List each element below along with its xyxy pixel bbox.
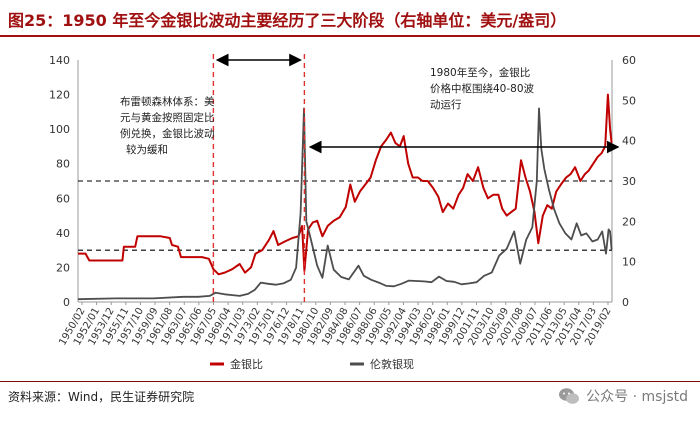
annotation-phase-1-line: 例兑换，金银比波动	[120, 127, 215, 140]
legend-label: 伦敦银现	[370, 357, 414, 371]
y-left-tick-label: 100	[49, 123, 70, 136]
y-left-tick-label: 120	[49, 89, 70, 102]
y-left-tick-label: 0	[63, 296, 70, 309]
series-line-silver-price	[77, 107, 613, 301]
gold-silver-ratio-chart: 02040608010012014001020304050601950/0219…	[49, 53, 636, 371]
annotation-phase-1-line: 布雷顿森林体系：美	[120, 95, 215, 108]
annotation-phase-3-line: 动运行	[430, 98, 462, 111]
y-right-tick-label: 30	[622, 175, 636, 188]
y-right-tick-label: 50	[622, 94, 636, 107]
watermark: 公众号 · msjstd	[558, 386, 688, 406]
y-left-tick-label: 20	[56, 261, 70, 274]
series-line-gold-silver-ratio	[78, 93, 613, 276]
legend-label: 金银比	[230, 357, 263, 371]
annotation-phase-1-line: 元与黄金按照固定比	[120, 111, 215, 124]
title-bar: 图25：1950 年至今金银比波动主要经历了三大阶段（右轴单位：美元/盎司）	[0, 0, 700, 37]
watermark-text: 公众号 · msjstd	[586, 389, 688, 405]
y-right-tick-label: 20	[622, 215, 636, 228]
wechat-icon	[559, 388, 580, 404]
y-left-tick-label: 60	[56, 192, 70, 205]
y-right-tick-label: 10	[622, 256, 636, 269]
annotation-phase-1-line: 较为缓和	[126, 143, 168, 156]
y-right-tick-label: 60	[622, 54, 636, 67]
y-left-tick-label: 40	[56, 227, 70, 240]
y-right-tick-label: 0	[622, 296, 629, 309]
source-note: 资料来源：Wind，民生证券研究院	[8, 390, 195, 404]
source-divider	[0, 381, 700, 382]
y-left-tick-label: 140	[49, 54, 70, 67]
title-divider	[0, 35, 700, 37]
y-left-tick-label: 80	[56, 158, 70, 171]
annotation-phase-3-line: 价格中枢围绕40-80波	[430, 82, 535, 95]
annotation-phase-3-line: 1980年至今，金银比	[430, 66, 530, 79]
y-right-tick-label: 40	[622, 135, 636, 148]
page-title: 图25：1950 年至今金银比波动主要经历了三大阶段（右轴单位：美元/盎司）	[8, 11, 567, 30]
